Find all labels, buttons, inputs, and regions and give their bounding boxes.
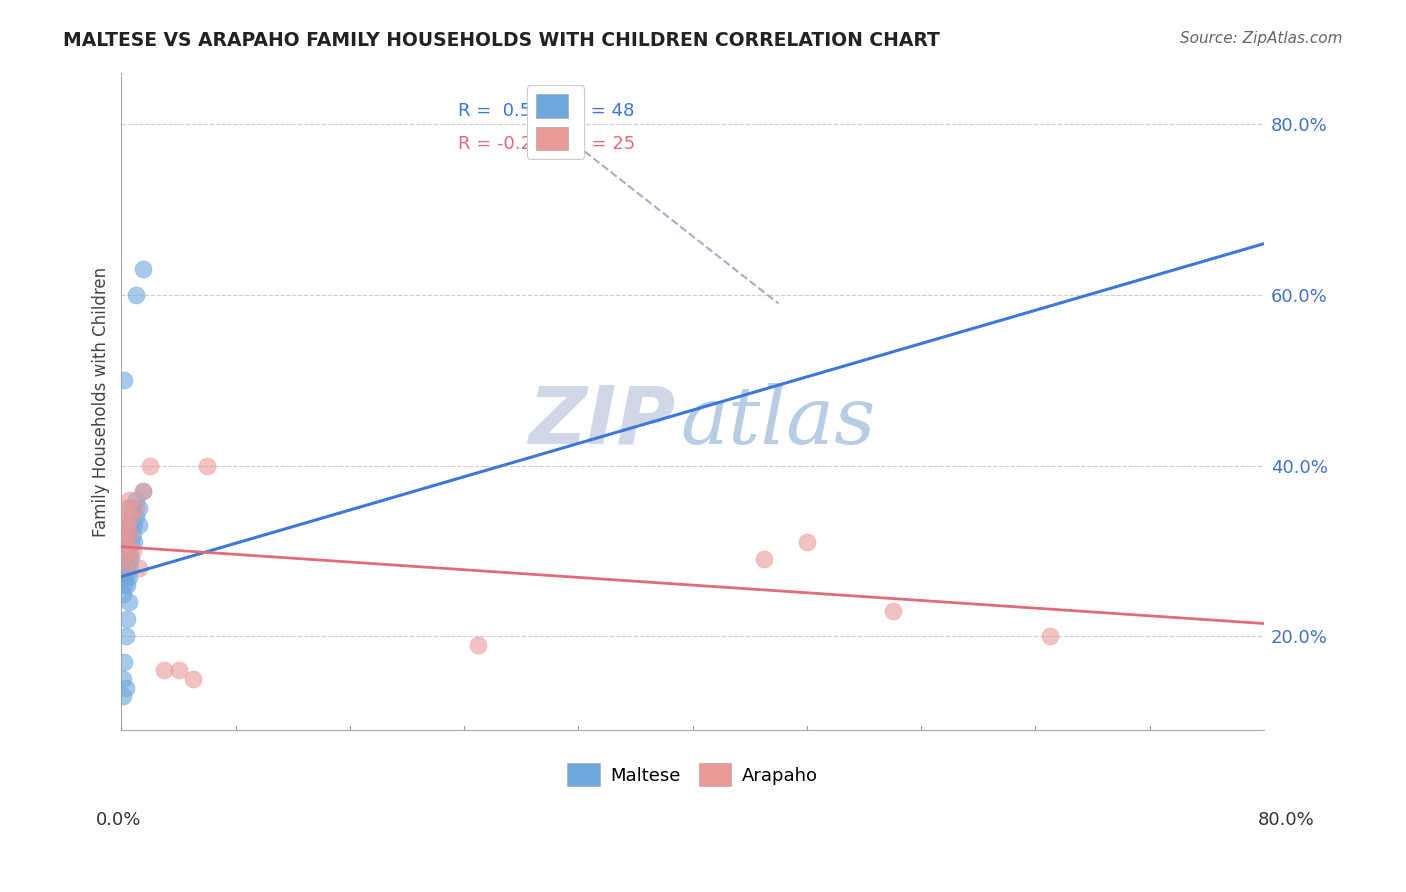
Point [124,535,146,549]
Point [111,672,134,686]
Point [120,535,142,549]
Point [153,664,176,678]
Point [114,552,136,566]
Point [118,527,141,541]
Point [120,552,142,566]
Point [121,527,143,541]
Point [125,492,148,507]
Point [118,561,141,575]
Point [114,681,136,695]
Point [114,527,136,541]
Point [112,509,135,524]
Point [125,501,148,516]
Point [111,544,134,558]
Point [125,509,148,524]
Point [125,288,148,302]
Point [111,587,134,601]
Point [1039,629,1062,643]
Legend: Maltese, Arapaho: Maltese, Arapaho [560,756,825,794]
Point [882,604,904,618]
Point [114,629,136,643]
Point [115,578,138,592]
Point [132,484,155,499]
Point [120,509,142,524]
Point [117,569,139,583]
Point [115,518,138,533]
Text: 80.0%: 80.0% [1258,811,1315,829]
Point [124,518,146,533]
Point [796,535,818,549]
Point [752,552,775,566]
Point [117,501,139,516]
Text: atlas: atlas [681,383,876,460]
Point [117,527,139,541]
Point [120,509,142,524]
Point [112,578,135,592]
Point [111,527,134,541]
Point [121,544,143,558]
Point [115,561,138,575]
Text: Source: ZipAtlas.com: Source: ZipAtlas.com [1180,31,1343,46]
Point [128,501,150,516]
Point [112,569,135,583]
Point [195,458,218,473]
Point [114,501,136,516]
Point [115,518,138,533]
Text: MALTESE VS ARAPAHO FAMILY HOUSEHOLDS WITH CHILDREN CORRELATION CHART: MALTESE VS ARAPAHO FAMILY HOUSEHOLDS WIT… [63,31,941,50]
Point [111,561,134,575]
Point [467,638,489,652]
Text: R = -0.255   N = 25: R = -0.255 N = 25 [458,135,636,153]
Text: R =  0.555   N = 48: R = 0.555 N = 48 [458,102,636,120]
Point [128,518,150,533]
Point [111,527,134,541]
Point [167,664,190,678]
Point [121,501,143,516]
Point [117,544,139,558]
Point [115,535,138,549]
Point [112,561,135,575]
Point [115,612,138,626]
Point [117,595,139,609]
Point [112,373,135,387]
Point [111,689,134,703]
Point [117,492,139,507]
Point [112,535,135,549]
Point [114,544,136,558]
Point [112,552,135,566]
Point [114,569,136,583]
Point [117,552,139,566]
Point [128,561,150,575]
Text: ZIP: ZIP [527,383,675,460]
Point [132,262,155,277]
Point [112,655,135,669]
Point [115,544,138,558]
Point [118,544,141,558]
Point [114,561,136,575]
Text: 0.0%: 0.0% [96,811,141,829]
Y-axis label: Family Households with Children: Family Households with Children [93,267,110,537]
Point [139,458,162,473]
Point [112,518,135,533]
Point [114,535,136,549]
Point [181,672,204,686]
Point [118,518,141,533]
Point [115,552,138,566]
Point [132,484,155,499]
